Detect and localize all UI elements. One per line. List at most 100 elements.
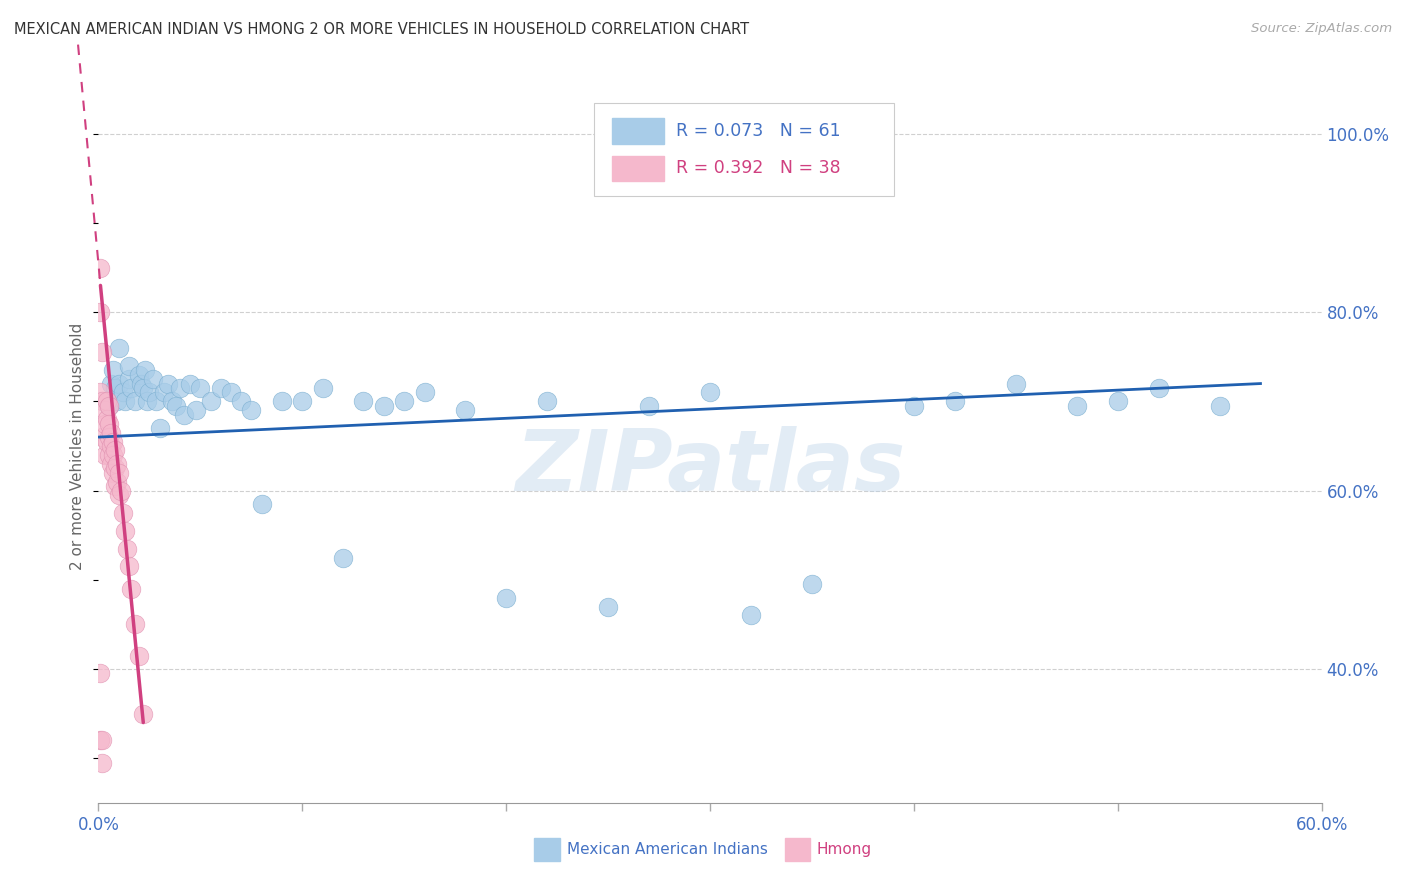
- Point: [1066, 399, 1088, 413]
- Point: [536, 394, 558, 409]
- Point: [943, 394, 966, 409]
- Point: [111, 385, 134, 400]
- Point: [91, 345, 114, 359]
- Point: [110, 483, 132, 498]
- Point: [89, 260, 111, 275]
- Point: [270, 394, 294, 409]
- Text: ZIPatlas: ZIPatlas: [515, 425, 905, 509]
- Point: [186, 403, 208, 417]
- Point: [373, 399, 395, 413]
- Point: [740, 608, 762, 623]
- FancyBboxPatch shape: [593, 103, 893, 196]
- Point: [104, 479, 127, 493]
- Point: [115, 541, 138, 556]
- Point: [91, 756, 114, 770]
- Point: [101, 448, 124, 462]
- Point: [173, 408, 195, 422]
- Point: [89, 385, 111, 400]
- Text: Source: ZipAtlas.com: Source: ZipAtlas.com: [1251, 22, 1392, 36]
- Point: [101, 466, 124, 480]
- Point: [188, 381, 212, 395]
- Text: R = 0.073   N = 61: R = 0.073 N = 61: [676, 122, 841, 140]
- Point: [231, 394, 253, 409]
- Point: [200, 394, 222, 409]
- Point: [97, 430, 120, 444]
- Point: [1107, 394, 1129, 409]
- Point: [495, 591, 517, 605]
- Point: [132, 706, 155, 721]
- Point: [142, 372, 165, 386]
- Point: [108, 488, 131, 502]
- Point: [120, 381, 142, 395]
- Text: Mexican American Indians: Mexican American Indians: [567, 842, 768, 857]
- Text: Hmong: Hmong: [817, 842, 872, 857]
- Point: [91, 394, 114, 409]
- Point: [100, 376, 122, 391]
- Text: R = 0.392   N = 38: R = 0.392 N = 38: [676, 160, 841, 178]
- Point: [101, 363, 124, 377]
- Point: [138, 385, 160, 400]
- Point: [96, 394, 118, 409]
- Point: [93, 448, 115, 462]
- Point: [118, 372, 141, 386]
- Point: [120, 582, 142, 596]
- Text: MEXICAN AMERICAN INDIAN VS HMONG 2 OR MORE VEHICLES IN HOUSEHOLD CORRELATION CHA: MEXICAN AMERICAN INDIAN VS HMONG 2 OR MO…: [14, 22, 749, 37]
- Point: [352, 394, 374, 409]
- Point: [104, 461, 127, 475]
- Point: [93, 403, 115, 417]
- Bar: [612, 119, 664, 145]
- Point: [291, 394, 314, 409]
- Point: [97, 448, 120, 462]
- Point: [801, 577, 824, 591]
- Y-axis label: 2 or more Vehicles in Household: 2 or more Vehicles in Household: [70, 322, 86, 570]
- Point: [111, 506, 134, 520]
- Point: [128, 368, 150, 382]
- Point: [108, 376, 131, 391]
- Point: [91, 430, 114, 444]
- Point: [240, 403, 263, 417]
- Point: [124, 394, 146, 409]
- Point: [160, 394, 183, 409]
- Point: [598, 599, 620, 614]
- Point: [93, 417, 115, 431]
- Point: [413, 385, 436, 400]
- Point: [209, 381, 232, 395]
- Point: [104, 443, 127, 458]
- Point: [108, 341, 131, 355]
- Point: [638, 399, 661, 413]
- Point: [96, 412, 118, 426]
- Point: [250, 497, 273, 511]
- Point: [156, 376, 179, 391]
- Point: [89, 666, 111, 681]
- Bar: [612, 155, 664, 181]
- Point: [100, 439, 122, 453]
- Point: [89, 733, 111, 747]
- Point: [104, 381, 127, 395]
- Point: [1147, 381, 1170, 395]
- Point: [97, 399, 120, 413]
- Point: [179, 376, 201, 391]
- Point: [100, 425, 122, 440]
- Point: [392, 394, 416, 409]
- Point: [118, 559, 141, 574]
- Point: [132, 381, 155, 395]
- Point: [108, 466, 131, 480]
- Point: [699, 385, 721, 400]
- Point: [332, 550, 354, 565]
- Point: [152, 385, 174, 400]
- Point: [118, 359, 141, 373]
- Point: [219, 385, 242, 400]
- Point: [128, 648, 150, 663]
- Point: [97, 399, 120, 413]
- Point: [165, 399, 187, 413]
- Point: [903, 399, 925, 413]
- Point: [105, 475, 128, 489]
- Point: [145, 394, 167, 409]
- Point: [100, 457, 122, 471]
- Point: [134, 363, 156, 377]
- Point: [114, 394, 136, 409]
- Point: [105, 394, 128, 409]
- Point: [101, 434, 124, 449]
- Point: [136, 394, 159, 409]
- Point: [454, 403, 477, 417]
